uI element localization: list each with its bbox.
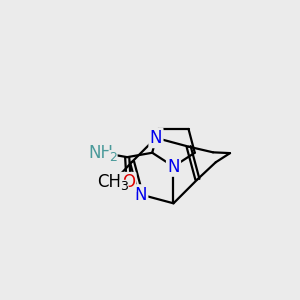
Text: 2: 2 bbox=[109, 151, 117, 164]
Text: CH: CH bbox=[97, 173, 121, 191]
Text: 3: 3 bbox=[120, 180, 128, 194]
Text: O: O bbox=[122, 173, 135, 191]
Text: N: N bbox=[167, 158, 180, 175]
Text: N: N bbox=[150, 129, 162, 147]
Text: NH: NH bbox=[88, 144, 113, 162]
Text: N: N bbox=[134, 186, 147, 204]
